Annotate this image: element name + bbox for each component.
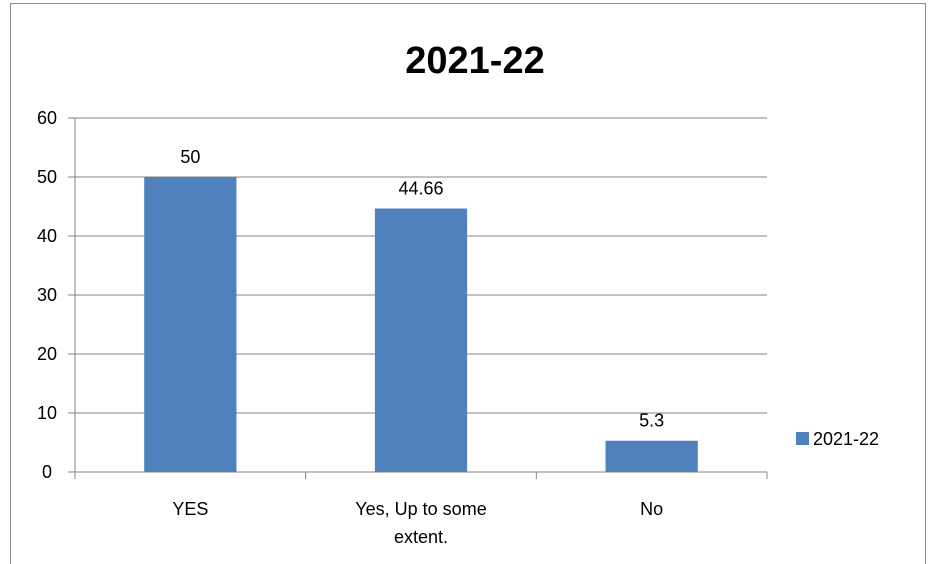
bar-2 [605,440,698,472]
bars [144,177,698,473]
chart-title: 2021-22 [405,40,544,82]
y-tick-label: 10 [37,403,57,423]
x-tick-label: YES [172,499,208,519]
legend-label: 2021-22 [813,429,879,449]
data-label: 44.66 [398,179,443,199]
legend-swatch [796,432,809,445]
x-tick-label: No [640,499,663,519]
x-axis-labels: YES Yes, Up to some extent. No [172,499,663,547]
y-tick-label: 30 [37,285,57,305]
legend: 2021-22 [796,429,879,449]
x-tick-label: extent. [394,527,448,547]
bar-1 [374,208,468,473]
y-tick-label: 50 [37,167,57,187]
y-axis-ticks: 0 10 20 30 40 50 60 [37,108,57,482]
y-tick-label: 20 [37,344,57,364]
bar-0 [144,177,237,472]
data-label: 50 [180,147,200,167]
y-tick-label: 40 [37,226,57,246]
data-label: 5.3 [639,411,664,431]
y-tick-label: 0 [42,462,52,482]
data-labels: 50 44.66 5.3 [180,147,664,431]
y-tick-label: 60 [37,108,57,128]
x-tick-label: Yes, Up to some [355,499,486,519]
